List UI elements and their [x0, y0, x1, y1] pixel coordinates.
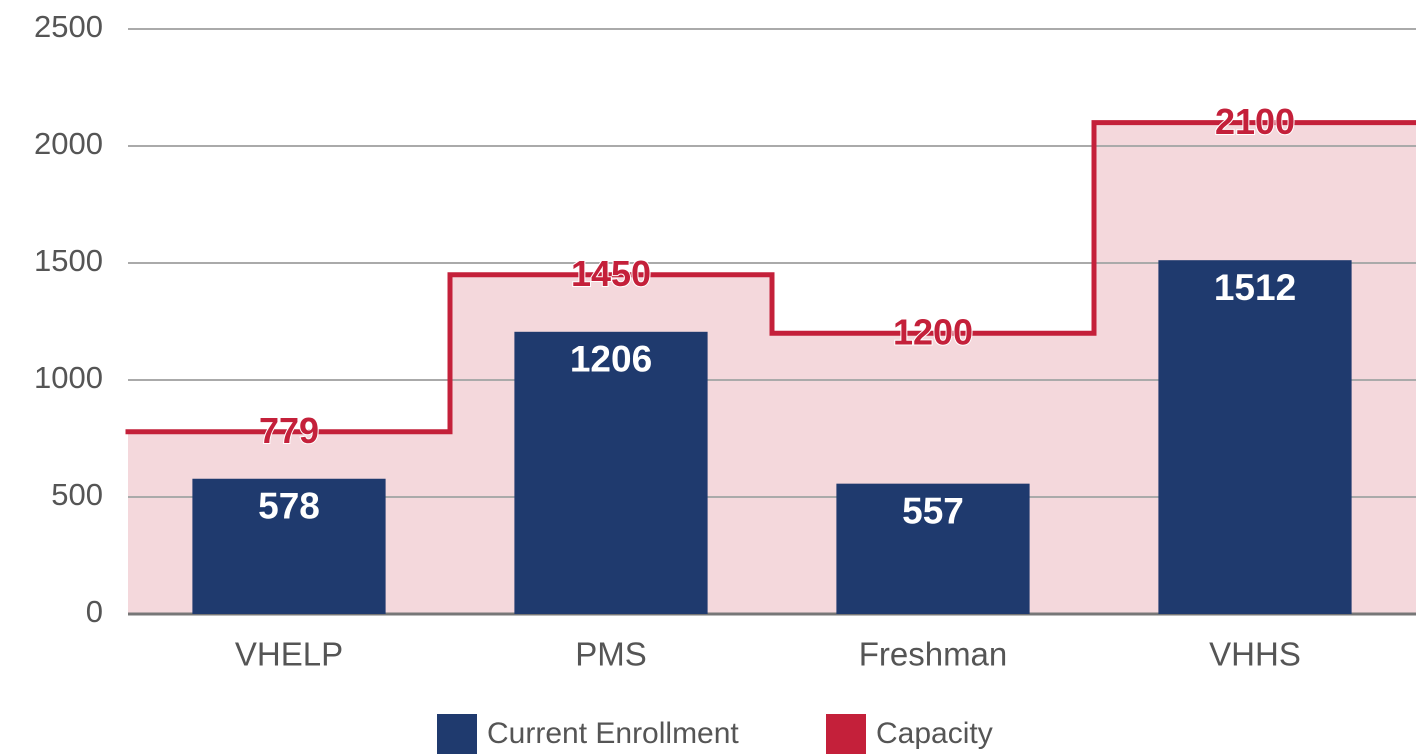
- capacity-value-label: 1450: [571, 253, 651, 294]
- capacity-value-label: 779: [259, 410, 319, 451]
- capacity-value-label: 1200: [893, 312, 973, 353]
- y-tick-label: 0: [86, 594, 103, 629]
- x-tick-label: PMS: [575, 636, 647, 673]
- x-tick-label: VHHS: [1209, 636, 1301, 673]
- legend-label: Current Enrollment: [487, 717, 739, 750]
- bar-value-label: 578: [258, 486, 320, 527]
- y-tick-label: 2500: [34, 9, 103, 44]
- y-tick-label: 2000: [34, 126, 103, 161]
- y-tick-label: 1000: [34, 360, 103, 395]
- y-tick-label: 500: [51, 477, 103, 512]
- bar-value-label: 1206: [570, 339, 652, 380]
- legend-swatch: [437, 714, 477, 754]
- bar: [514, 331, 708, 614]
- capacity-value-label: 2100: [1215, 101, 1295, 142]
- x-tick-label: VHELP: [235, 636, 343, 673]
- bar: [836, 483, 1030, 614]
- bar-value-label: 1512: [1214, 267, 1296, 308]
- y-tick-label: 1500: [34, 243, 103, 278]
- x-tick-label: Freshman: [859, 636, 1008, 673]
- bar-value-label: 557: [902, 490, 964, 531]
- bar: [1158, 260, 1352, 614]
- legend-swatch: [826, 714, 866, 754]
- bar: [192, 478, 386, 614]
- legend-label: Capacity: [876, 717, 993, 750]
